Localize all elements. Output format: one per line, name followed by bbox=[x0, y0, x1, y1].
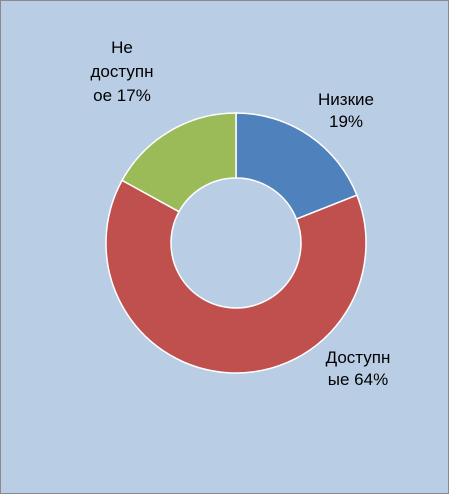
data-label-line: ое 17% bbox=[93, 86, 151, 105]
data-label-3: Не доступн ое 17% bbox=[91, 38, 154, 105]
data-label-line: 19% bbox=[329, 112, 363, 131]
data-label-line: Доступн bbox=[326, 348, 391, 367]
labels-layer: Низкие 19% Доступн ые 64% Не доступн ое 17% bbox=[91, 38, 391, 389]
slice-3 bbox=[121, 112, 237, 213]
data-label-1: Низкие 19% bbox=[318, 90, 374, 131]
slices-layer bbox=[105, 112, 367, 374]
data-label-line: Низкие bbox=[318, 90, 374, 109]
data-label-line: ые 64% bbox=[328, 370, 388, 389]
data-label-line: доступн bbox=[91, 62, 154, 81]
slice-1 bbox=[235, 112, 358, 221]
slice-2 bbox=[105, 179, 367, 374]
data-label-2: Доступн ые 64% bbox=[326, 348, 391, 389]
data-label-line: Не bbox=[111, 38, 133, 57]
